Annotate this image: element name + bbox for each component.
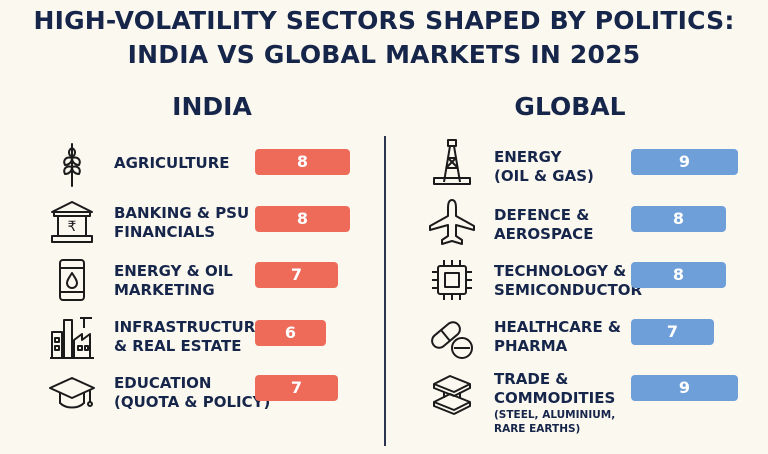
global-column-heading: GLOBAL [514, 92, 626, 121]
sector-label: INFRASTRUCTURE & REAL ESTATE [114, 318, 266, 356]
sector-label-line2: (QUOTA & POLICY) [114, 393, 271, 411]
sector-label-line2: (OIL & GAS) [494, 167, 594, 185]
india-bar-agriculture: 8 [255, 149, 350, 175]
sector-label-line2: COMMODITIES [494, 389, 616, 407]
sector-label-line2: MARKETING [114, 281, 215, 299]
wheat-icon [48, 140, 96, 188]
column-divider [384, 136, 386, 446]
india-row-energy-oil: ENERGY & OIL MARKETING 7 [0, 254, 384, 310]
global-row-healthcare: HEALTHCARE & PHARMA 7 [390, 312, 768, 368]
india-row-banking: ₹ BANKING & PSU FINANCIALS 8 [0, 196, 384, 252]
sector-label-line2: AEROSPACE [494, 225, 594, 243]
india-bar-infrastructure: 6 [255, 320, 326, 346]
sector-label-line1: EDUCATION [114, 374, 212, 392]
india-row-education: EDUCATION (QUOTA & POLICY) 7 [0, 368, 384, 424]
factory-buildings-icon [48, 314, 96, 362]
global-bar-technology: 8 [631, 262, 726, 288]
sector-label: AGRICULTURE [114, 154, 230, 173]
sector-label-line2: FINANCIALS [114, 223, 216, 241]
sector-label-line1: HEALTHCARE & [494, 318, 621, 336]
global-bar-defence: 8 [631, 206, 726, 232]
global-bar-energy: 9 [631, 149, 738, 175]
steel-beam-icon [428, 372, 476, 420]
india-row-agriculture: AGRICULTURE 8 [0, 136, 384, 192]
sector-label-line1: BANKING & PSU [114, 204, 250, 222]
microchip-icon [428, 256, 476, 304]
sector-label: EDUCATION (QUOTA & POLICY) [114, 374, 270, 412]
sector-label: TECHNOLOGY & SEMICONDUCTOR [494, 262, 642, 300]
sector-label: HEALTHCARE & PHARMA [494, 318, 621, 356]
sector-label-line1: ENERGY [494, 148, 562, 166]
global-row-trade: TRADE & COMMODITIES (STEEL, ALUMINIUM, R… [390, 368, 768, 448]
sector-label: BANKING & PSU FINANCIALS [114, 204, 249, 242]
global-row-energy: ENERGY (OIL & GAS) 9 [390, 136, 768, 192]
sector-label-line2: SEMICONDUCTOR [494, 281, 643, 299]
global-row-defence: DEFENCE & AEROSPACE 8 [390, 196, 768, 252]
global-row-technology: TECHNOLOGY & SEMICONDUCTOR 8 [390, 254, 768, 310]
india-column-heading: INDIA [172, 92, 252, 121]
pills-icon [428, 314, 476, 362]
sector-label-line1: TRADE & [494, 370, 569, 388]
oil-barrel-icon [48, 256, 96, 304]
svg-text:₹: ₹ [68, 219, 77, 235]
sector-label: ENERGY & OIL MARKETING [114, 262, 233, 300]
title-line-2: INDIA VS GLOBAL MARKETS IN 2025 [127, 40, 641, 69]
india-row-infrastructure: INFRASTRUCTURE & REAL ESTATE 6 [0, 312, 384, 368]
india-bar-banking: 8 [255, 206, 350, 232]
sector-label-line1: INFRASTRUCTURE [114, 318, 266, 336]
oil-rig-icon [428, 138, 476, 186]
sector-label-line2: & REAL ESTATE [114, 337, 242, 355]
airplane-icon [428, 198, 476, 246]
sector-label-line2: PHARMA [494, 337, 568, 355]
sector-label: DEFENCE & AEROSPACE [494, 206, 593, 244]
sector-label-line1: DEFENCE & [494, 206, 590, 224]
global-bar-trade: 9 [631, 375, 738, 401]
graduation-cap-icon [48, 370, 96, 418]
sector-label: TRADE & COMMODITIES (STEEL, ALUMINIUM, R… [494, 370, 644, 436]
india-bar-education: 7 [255, 375, 338, 401]
sector-label-line1: ENERGY & OIL [114, 262, 233, 280]
sector-label-note: (STEEL, ALUMINIUM, RARE EARTHS) [494, 409, 616, 435]
bank-rupee-icon: ₹ [48, 198, 96, 246]
title-line-1: HIGH-VOLATILITY SECTORS SHAPED BY POLITI… [33, 6, 735, 35]
chart-title: HIGH-VOLATILITY SECTORS SHAPED BY POLITI… [0, 4, 768, 72]
sector-label-line1: TECHNOLOGY & [494, 262, 627, 280]
sector-label: ENERGY (OIL & GAS) [494, 148, 594, 186]
sector-label-line1: AGRICULTURE [114, 154, 230, 172]
india-bar-energy-oil: 7 [255, 262, 338, 288]
global-bar-healthcare: 7 [631, 319, 714, 345]
